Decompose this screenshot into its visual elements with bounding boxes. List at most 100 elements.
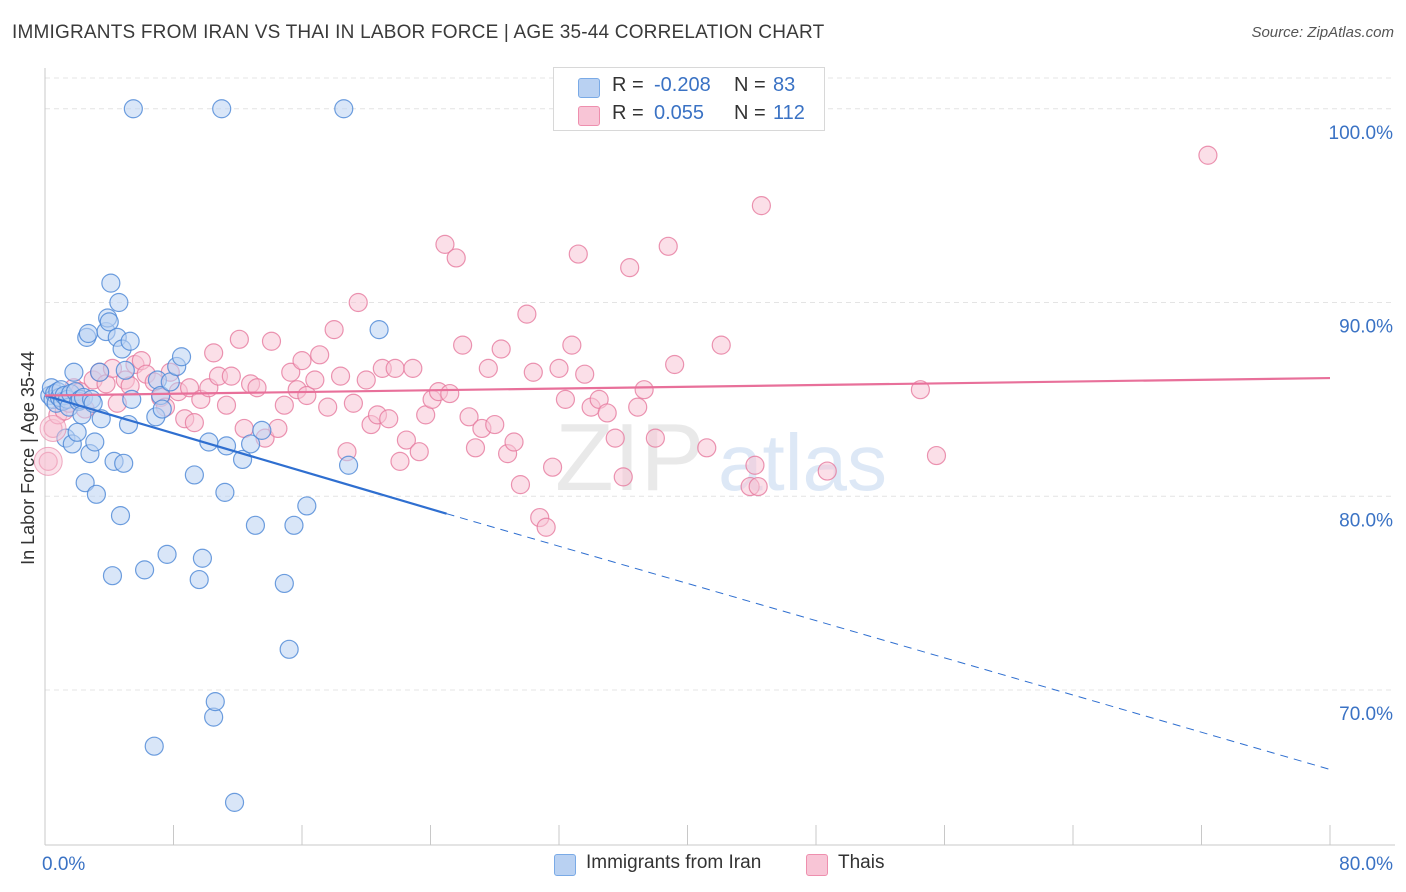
x-tick-label-min: 0.0% bbox=[42, 854, 85, 875]
data-point-thais-large bbox=[33, 446, 63, 476]
trend-line-iran-extension bbox=[446, 513, 1331, 770]
legend-r-label: R = bbox=[612, 74, 644, 96]
data-point-thais bbox=[658, 236, 678, 256]
watermark: ZIP atlas bbox=[555, 404, 887, 511]
data-point-iran bbox=[192, 548, 213, 568]
data-point-thais bbox=[292, 351, 312, 371]
legend-swatch-thais bbox=[578, 106, 600, 126]
data-point-thais bbox=[485, 414, 505, 435]
data-point-thais bbox=[634, 380, 654, 400]
data-point-thais bbox=[465, 438, 486, 458]
data-point-thais bbox=[403, 358, 423, 378]
data-point-iran bbox=[120, 331, 140, 351]
data-point-iran bbox=[297, 496, 317, 516]
chart-title: IMMIGRANTS FROM IRAN VS THAI IN LABOR FO… bbox=[12, 22, 825, 43]
data-point-thais bbox=[926, 445, 947, 466]
data-point-thais bbox=[597, 403, 617, 423]
data-point-thais bbox=[204, 343, 224, 363]
data-point-thais bbox=[305, 370, 325, 390]
legend-n-label: N = bbox=[734, 102, 766, 124]
data-point-iran bbox=[90, 362, 110, 382]
data-point-thais bbox=[221, 366, 241, 386]
data-point-thais bbox=[751, 196, 771, 216]
data-point-thais bbox=[478, 358, 498, 378]
data-point-thais bbox=[281, 362, 301, 382]
data-point-iran bbox=[184, 465, 204, 485]
data-point-thais bbox=[390, 451, 410, 471]
data-point-iran bbox=[334, 99, 354, 119]
data-point-thais bbox=[613, 467, 633, 487]
data-point-thais bbox=[549, 358, 569, 378]
y-tick-label: 100.0% bbox=[1329, 123, 1394, 144]
legend-swatch-iran bbox=[578, 78, 600, 98]
data-point-iran bbox=[279, 639, 299, 659]
data-points bbox=[33, 99, 1218, 812]
data-point-iran bbox=[101, 273, 121, 293]
data-point-iran bbox=[241, 434, 261, 454]
data-point-thais bbox=[435, 234, 455, 254]
data-point-iran bbox=[115, 360, 135, 380]
data-point-thais bbox=[216, 395, 237, 415]
data-point-iran bbox=[252, 420, 272, 440]
data-point-thais bbox=[261, 331, 282, 351]
data-point-thais bbox=[555, 389, 576, 409]
data-point-thais bbox=[1198, 145, 1218, 165]
data-point-thais bbox=[745, 455, 765, 475]
data-point-thais bbox=[523, 362, 543, 382]
legend-r-value: -0.208 bbox=[654, 74, 711, 96]
data-point-thais bbox=[409, 442, 429, 462]
data-point-iran bbox=[110, 506, 131, 526]
trend-line-iran bbox=[44, 394, 447, 515]
data-point-thais bbox=[620, 258, 640, 278]
data-point-iran bbox=[123, 99, 143, 119]
data-point-iran bbox=[274, 573, 294, 594]
legend-r-label: R = bbox=[612, 102, 644, 124]
data-point-thais bbox=[459, 407, 479, 427]
y-tick-label: 90.0% bbox=[1339, 317, 1393, 338]
data-point-thais bbox=[184, 413, 204, 433]
data-point-iran bbox=[85, 432, 105, 452]
data-point-thais bbox=[310, 345, 330, 365]
data-point-iran bbox=[67, 422, 87, 442]
data-point-thais bbox=[510, 475, 531, 495]
stats-legend: R = -0.208 N = 83 R = 0.055 N = 112 bbox=[553, 67, 825, 131]
data-point-thais bbox=[348, 292, 368, 313]
data-point-iran bbox=[224, 792, 245, 812]
data-point-thais bbox=[379, 409, 399, 429]
data-point-thais bbox=[605, 428, 625, 448]
data-point-thais bbox=[179, 378, 200, 398]
data-point-iran bbox=[171, 347, 192, 367]
data-point-thais bbox=[568, 244, 588, 264]
data-point-thais bbox=[748, 476, 768, 497]
data-point-thais bbox=[711, 335, 731, 355]
data-point-thais bbox=[542, 457, 563, 477]
data-point-iran bbox=[152, 399, 172, 419]
data-point-iran bbox=[369, 320, 389, 340]
bottom-legend-swatch-iran bbox=[554, 854, 576, 876]
data-point-thais bbox=[491, 339, 511, 359]
data-point-thais bbox=[318, 397, 338, 417]
legend-n-label: N = bbox=[734, 74, 766, 96]
bottom-legend-label-thais: Thais bbox=[838, 852, 885, 873]
data-point-iran bbox=[212, 99, 232, 119]
data-point-thais bbox=[504, 432, 524, 452]
data-point-thais bbox=[343, 393, 363, 413]
tick-labels: 70.0% 80.0% 90.0% 100.0% 0.0% 80.0% bbox=[42, 123, 1393, 875]
y-tick-label: 70.0% bbox=[1339, 704, 1393, 725]
data-point-thais-large bbox=[39, 414, 67, 442]
data-point-iran bbox=[114, 453, 134, 473]
data-point-thais bbox=[665, 354, 685, 375]
data-point-thais bbox=[385, 358, 405, 378]
data-point-thais bbox=[396, 430, 417, 450]
data-point-iran bbox=[109, 292, 129, 313]
data-point-iran bbox=[122, 389, 142, 409]
watermark-atlas: atlas bbox=[718, 418, 887, 507]
bottom-legend-swatch-thais bbox=[806, 854, 828, 876]
data-point-iran bbox=[64, 362, 84, 382]
data-point-thais bbox=[247, 378, 267, 398]
data-point-iran bbox=[216, 436, 237, 456]
trend-lines bbox=[44, 376, 1331, 770]
data-point-iran bbox=[99, 312, 119, 332]
data-point-thais bbox=[453, 335, 473, 355]
